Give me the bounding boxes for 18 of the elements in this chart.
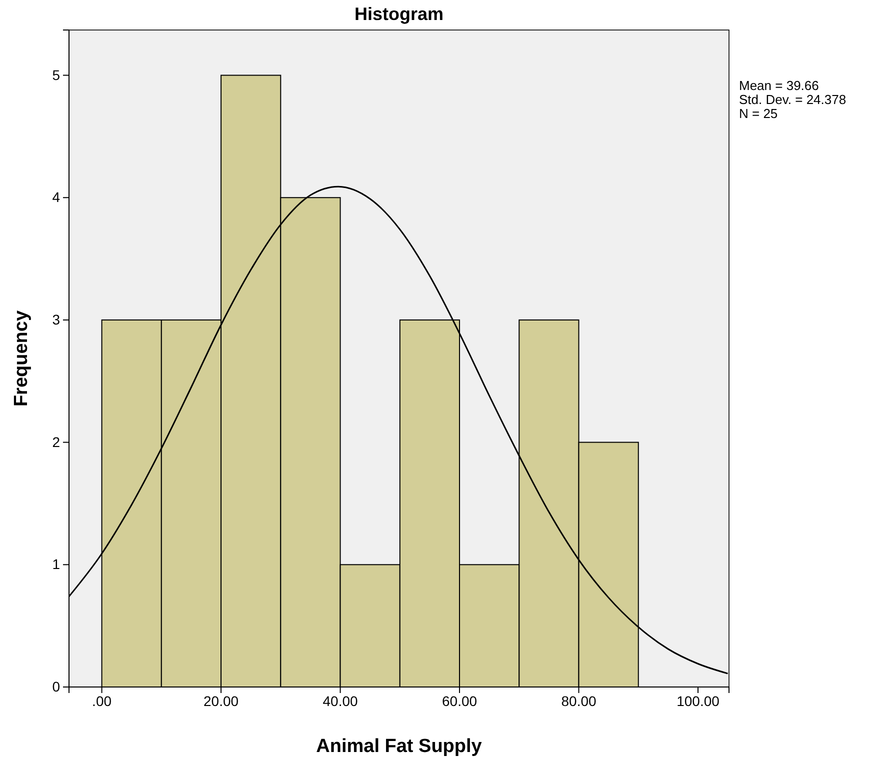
y-tick-label: 0	[52, 678, 60, 694]
y-tick-label: 5	[52, 66, 60, 83]
x-tick-label: 20.00	[204, 692, 239, 709]
x-tick-label: 60.00	[442, 692, 478, 709]
text: N = 25	[739, 106, 778, 121]
y-tick-label: 3	[52, 311, 60, 328]
y-tick-label: 1	[52, 556, 60, 572]
text: Mean = 39.66	[739, 78, 819, 93]
x-tick-label: 100.00	[676, 692, 720, 709]
x-tick-label: 40.00	[322, 692, 358, 709]
text: Std. Dev. = 24.378	[739, 92, 846, 107]
x-axis-title: Animal Fat Supply	[316, 736, 482, 757]
y-axis-title: Frequency	[11, 310, 32, 407]
x-tick-label: .00	[92, 692, 112, 709]
y-tick-label: 4	[52, 189, 60, 206]
x-tick-label: 80.00	[561, 692, 596, 709]
chart-title: Histogram	[354, 4, 444, 24]
y-tick-label: 2	[52, 434, 60, 450]
